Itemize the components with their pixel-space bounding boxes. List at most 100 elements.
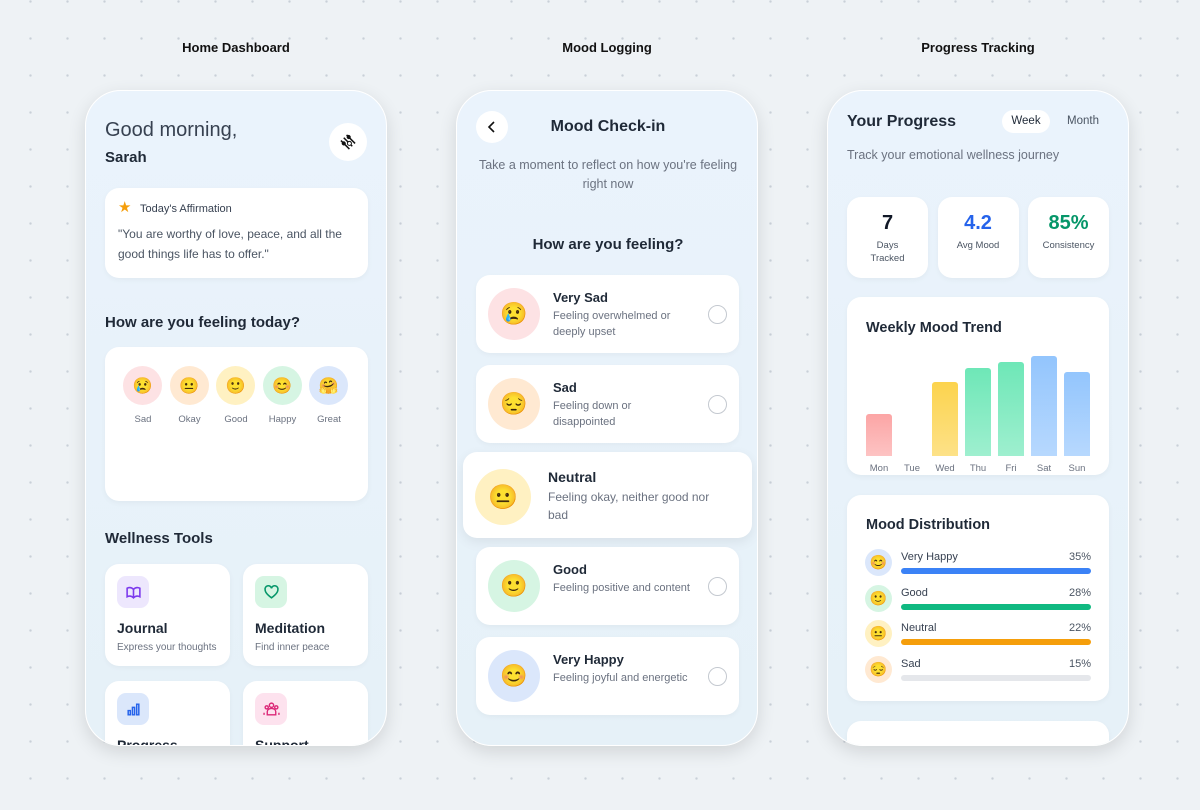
bar-fri [998, 362, 1024, 456]
tab-month[interactable]: Month [1067, 115, 1099, 127]
mood-label: Okay [178, 414, 201, 425]
mood-option-good[interactable]: 🙂 Good Feeling positive and content [476, 547, 739, 625]
settings-button[interactable] [329, 123, 367, 161]
tool-icon-bg [117, 693, 149, 725]
stat-card: 7 Days Tracked [847, 197, 928, 278]
tool-meditation[interactable]: Meditation Find inner peace [243, 564, 368, 666]
tool-icon-bg [117, 576, 149, 608]
option-title: Very Sad [553, 290, 608, 305]
sliders-icon [340, 134, 356, 150]
mood-emoji: 😐 [865, 620, 892, 647]
mood-emoji: 😔 [865, 655, 892, 683]
option-desc: Feeling positive and content [553, 582, 690, 594]
bar-chart-icon [126, 702, 140, 716]
bar-sun [1064, 372, 1090, 456]
tab-week[interactable]: Week [1002, 110, 1050, 133]
x-tick-label: Sun [1068, 463, 1086, 474]
option-desc: Feeling overwhelmed or deeply upset [553, 310, 671, 338]
weekly-mood-chart: Weekly Mood Trend Mon Tue Wed Thu Fri Sat Sun [847, 297, 1109, 475]
radio-button[interactable] [708, 394, 727, 414]
screen-label-home: Home Dashboard [182, 40, 290, 55]
mood-option-very-sad[interactable]: 😢 Very Sad Feeling overwhelmed or deeply… [476, 275, 739, 353]
mood-emoji: 😊 [865, 549, 892, 576]
mood-label: Good [901, 586, 928, 599]
tool-subtitle: Express your thoughts [117, 642, 217, 653]
mood-label: Happy [268, 414, 297, 425]
progress-screen: Your Progress Week Month Track your emot… [827, 90, 1129, 746]
x-tick-label: Wed [935, 463, 955, 474]
x-tick-label: Tue [903, 463, 921, 474]
mood-emoji: 😐 [475, 469, 531, 525]
option-title: Good [553, 562, 587, 577]
option-title: Sad [553, 380, 577, 395]
star-icon: ★ [118, 199, 132, 216]
mood-screen: Mood Check-in Take a moment to reflect o… [456, 90, 758, 746]
people-icon [262, 701, 280, 716]
stat-value: 7 [881, 212, 894, 234]
tool-icon-bg [255, 693, 287, 725]
extra-card [847, 721, 1109, 745]
screen-label-progress: Progress Tracking [921, 40, 1035, 55]
mood-picker: 😢 Sad 😐 Okay 🙂 Good 😊 Happy 🤗 Great [105, 347, 368, 501]
mood-emoji: 😊 [488, 650, 540, 702]
user-name: Sarah [105, 149, 147, 166]
stat-card: 85% Consistency [1028, 197, 1109, 278]
mood-emoji: 🤗 [309, 366, 348, 405]
mood-label: Sad [134, 414, 152, 425]
subtitle: Take a moment to reflect on how you're f… [478, 158, 738, 191]
mood-option[interactable]: 🤗 Great [309, 366, 349, 425]
mood-emoji: 🙂 [216, 366, 255, 405]
mood-emoji: 🙂 [488, 560, 540, 612]
mood-label: Good [224, 414, 248, 425]
mood-option[interactable]: 😐 Okay [169, 366, 210, 425]
mood-option[interactable]: 😢 Sad [123, 366, 163, 425]
affirmation-text: "You are worthy of love, peace, and all … [118, 227, 342, 261]
mood-option-neutral[interactable]: 😐 Neutral Feeling okay, neither good nor… [463, 452, 752, 538]
chevron-left-icon [487, 121, 495, 133]
book-icon [125, 586, 141, 599]
stat-value: 4.2 [964, 212, 992, 234]
radio-button[interactable] [708, 576, 727, 596]
home-screen: Good morning, Sarah ★ Today's Affirmatio… [85, 90, 387, 746]
mood-emoji: 😊 [262, 366, 302, 405]
mood-emoji: 😢 [488, 288, 540, 340]
tool-title: Journal [117, 620, 168, 636]
distribution-bar [901, 639, 1091, 645]
mood-percent: 22% [1068, 622, 1091, 634]
tool-title: Support [255, 737, 309, 746]
stat-label: Avg Mood [956, 240, 1000, 251]
feeling-title: How are you feeling today? [105, 314, 301, 331]
bar-wed [932, 382, 958, 456]
stat-value: 85% [1048, 212, 1089, 234]
mood-option-sad[interactable]: 😔 Sad Feeling down or disappointed [476, 365, 739, 443]
radio-button[interactable] [708, 304, 727, 324]
mood-percent: 28% [1068, 586, 1091, 599]
option-desc: Feeling joyful and energetic [553, 672, 688, 684]
bar-thu [965, 368, 991, 456]
distribution-row: 😔 Sad 15% [847, 655, 1109, 686]
page-title: Your Progress [847, 113, 957, 130]
bar-mon [866, 414, 892, 456]
mood-option[interactable]: 🙂 Good [216, 366, 256, 425]
x-tick-label: Thu [969, 463, 987, 474]
distribution-bar [901, 674, 1091, 681]
tool-support[interactable]: Support [243, 681, 368, 746]
back-button[interactable] [476, 111, 508, 143]
bar-sat [1031, 356, 1057, 456]
tools-title: Wellness Tools [105, 530, 213, 547]
distribution-row: 😊 Very Happy 35% [847, 549, 1109, 579]
affirmation-title: Today's Affirmation [140, 203, 232, 215]
tool-title: Meditation [255, 620, 325, 636]
tool-journal[interactable]: Journal Express your thoughts [105, 564, 230, 666]
tool-progress[interactable]: Progress [105, 681, 230, 745]
x-tick-label: Sat [1036, 463, 1052, 474]
chart-title: Weekly Mood Trend [866, 320, 1002, 336]
mood-option[interactable]: 😊 Happy [262, 366, 303, 425]
subtitle: Track your emotional wellness journey [847, 148, 1060, 162]
distribution-row: 🙂 Good 28% [847, 584, 1109, 615]
mood-percent: 35% [1068, 551, 1091, 563]
mood-option-very-happy[interactable]: 😊 Very Happy Feeling joyful and energeti… [476, 637, 739, 715]
distribution-title: Mood Distribution [866, 517, 991, 533]
tool-subtitle: Find inner peace [255, 642, 330, 653]
radio-button[interactable] [708, 666, 727, 686]
